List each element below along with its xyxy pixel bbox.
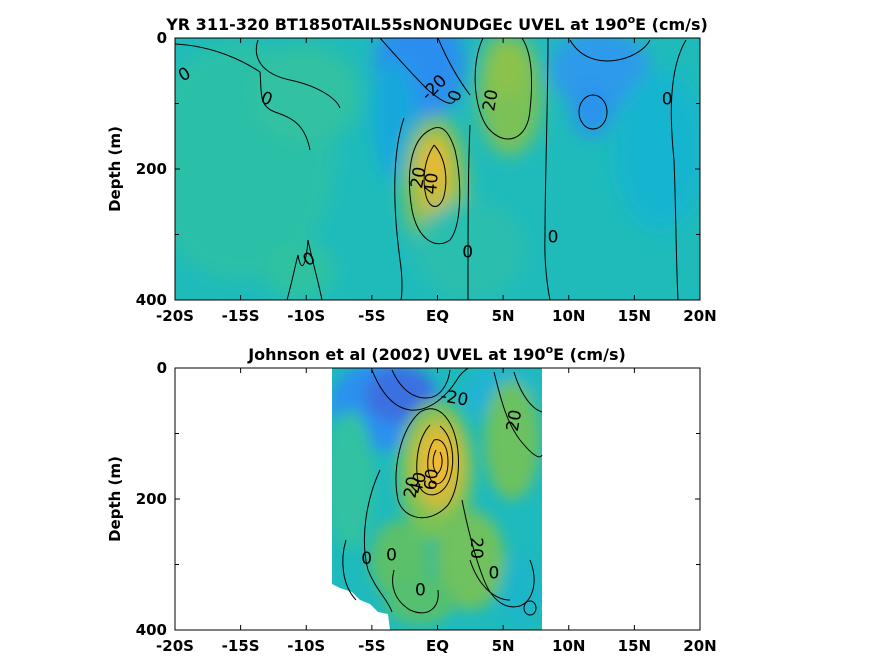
x-tick-label: -10S [287,637,325,655]
contour-label: 20 [401,475,424,500]
x-tick-label: -5S [358,637,385,655]
contour-label: 0 [415,580,426,600]
contour-line [371,368,469,411]
x-tick-label: EQ [426,637,449,655]
contour-line [379,38,456,104]
contour-lines [175,38,687,300]
contour-label: 20 [503,408,526,433]
contour-line [461,499,535,608]
contour-line [437,38,471,96]
x-tick-label: -15S [222,637,260,655]
x-tick-label: -10S [287,307,325,325]
contour-line [427,439,449,485]
contour-line [467,124,471,300]
contour-line [493,371,543,458]
contour-line [255,39,341,109]
panel-title: Johnson et al (2002) UVEL at 190oE (cm/s… [247,343,626,364]
contour-line [578,94,608,130]
contour-label: 20 [407,165,430,190]
contour-label: 0 [386,546,397,566]
contour-label: 0 [462,243,473,263]
contour-line [286,239,323,300]
tick-marks [174,37,701,301]
x-tick-label: 15N [618,307,651,325]
y-tick-label: 400 [136,621,167,639]
y-axis-label: Depth (m) [106,456,124,542]
x-tick-label: 5N [492,637,515,655]
x-tick-label: -15S [222,307,260,325]
contour-label: 20 [466,537,486,559]
x-tick-label: EQ [426,307,449,325]
contour-line [395,408,459,519]
x-tick-label: 20N [683,307,716,325]
x-tick-label: 10N [552,637,585,655]
contour-line [342,539,357,601]
panel-observations: Johnson et al (2002) UVEL at 190oE (cm/s… [106,343,717,655]
y-tick-label: 0 [157,29,167,47]
contour-line [391,369,451,399]
contour-line [363,469,393,613]
x-tick-label: -5S [358,307,385,325]
contour-line [392,569,439,614]
contour-line [175,43,311,151]
x-tick-label: 10N [552,307,585,325]
contour-line [469,559,511,601]
x-tick-labels: -20S -15S -10S -5S EQ 5N 10N 15N 20N [156,637,717,655]
y-tick-label: 200 [136,490,167,508]
contour-label: 0 [548,227,559,247]
y-axis-label: Depth (m) [106,126,124,212]
contour-line [423,144,447,207]
x-tick-label: 20N [683,637,716,655]
heatmap-field [175,368,700,630]
contour-label: 0 [662,89,673,109]
contour-line [474,38,533,140]
contour-line [670,39,687,300]
contour-lines [342,368,543,616]
contour-line [523,600,537,616]
contour-line [432,449,443,475]
panel-model: YR 311-320 BT1850TAIL55sNONUDGEc UVEL at… [106,13,717,325]
contour-line [394,117,405,300]
contour-line [569,39,651,62]
contour-label: 20 [479,88,502,113]
y-tick-label: 0 [157,359,167,377]
y-tick-labels: 0 200 400 [136,359,167,639]
contour-label: 40 [421,172,443,195]
observed-data-region [332,368,542,630]
y-tick-label: 400 [136,291,167,309]
x-tick-label: -20S [156,307,194,325]
heatmap-field [175,38,700,300]
x-tick-label: 15N [618,637,651,655]
contour-label: 0 [489,563,500,583]
contour-line [513,371,543,413]
contour-line [408,127,461,245]
y-tick-labels: 0 200 400 [136,29,167,309]
contour-line [544,38,551,300]
x-tick-label: -20S [156,637,194,655]
contour-label: -20 [439,386,470,411]
x-tick-label: 5N [492,307,515,325]
contour-line [416,424,454,496]
panel-title: YR 311-320 BT1850TAIL55sNONUDGEc UVEL at… [165,13,708,34]
tick-marks [174,367,701,631]
contour-label: 60 [421,468,443,491]
y-tick-label: 200 [136,160,167,178]
contour-label: 0 [361,549,372,569]
x-tick-labels: -20S -15S -10S -5S EQ 5N 10N 15N 20N [156,307,717,325]
